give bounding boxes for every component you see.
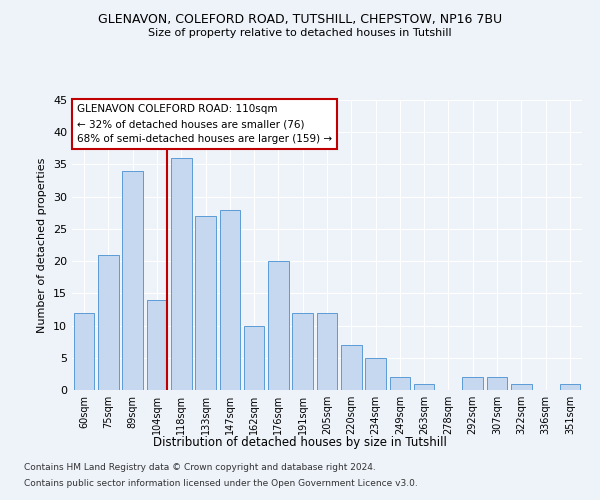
Bar <box>171 158 191 390</box>
Bar <box>74 312 94 390</box>
Bar <box>195 216 216 390</box>
Text: Contains HM Land Registry data © Crown copyright and database right 2024.: Contains HM Land Registry data © Crown c… <box>24 464 376 472</box>
Bar <box>365 358 386 390</box>
Text: GLENAVON, COLEFORD ROAD, TUTSHILL, CHEPSTOW, NP16 7BU: GLENAVON, COLEFORD ROAD, TUTSHILL, CHEPS… <box>98 12 502 26</box>
Bar <box>268 261 289 390</box>
Text: Size of property relative to detached houses in Tutshill: Size of property relative to detached ho… <box>148 28 452 38</box>
Text: Distribution of detached houses by size in Tutshill: Distribution of detached houses by size … <box>153 436 447 449</box>
Text: Contains public sector information licensed under the Open Government Licence v3: Contains public sector information licen… <box>24 478 418 488</box>
Bar <box>463 377 483 390</box>
Bar <box>292 312 313 390</box>
Bar <box>560 384 580 390</box>
Bar <box>487 377 508 390</box>
Bar <box>244 326 265 390</box>
Bar <box>389 377 410 390</box>
Bar <box>317 312 337 390</box>
Bar <box>220 210 240 390</box>
Y-axis label: Number of detached properties: Number of detached properties <box>37 158 47 332</box>
Bar <box>341 345 362 390</box>
Bar <box>122 171 143 390</box>
Bar <box>511 384 532 390</box>
Text: GLENAVON COLEFORD ROAD: 110sqm
← 32% of detached houses are smaller (76)
68% of : GLENAVON COLEFORD ROAD: 110sqm ← 32% of … <box>77 104 332 144</box>
Bar <box>98 254 119 390</box>
Bar <box>414 384 434 390</box>
Bar <box>146 300 167 390</box>
